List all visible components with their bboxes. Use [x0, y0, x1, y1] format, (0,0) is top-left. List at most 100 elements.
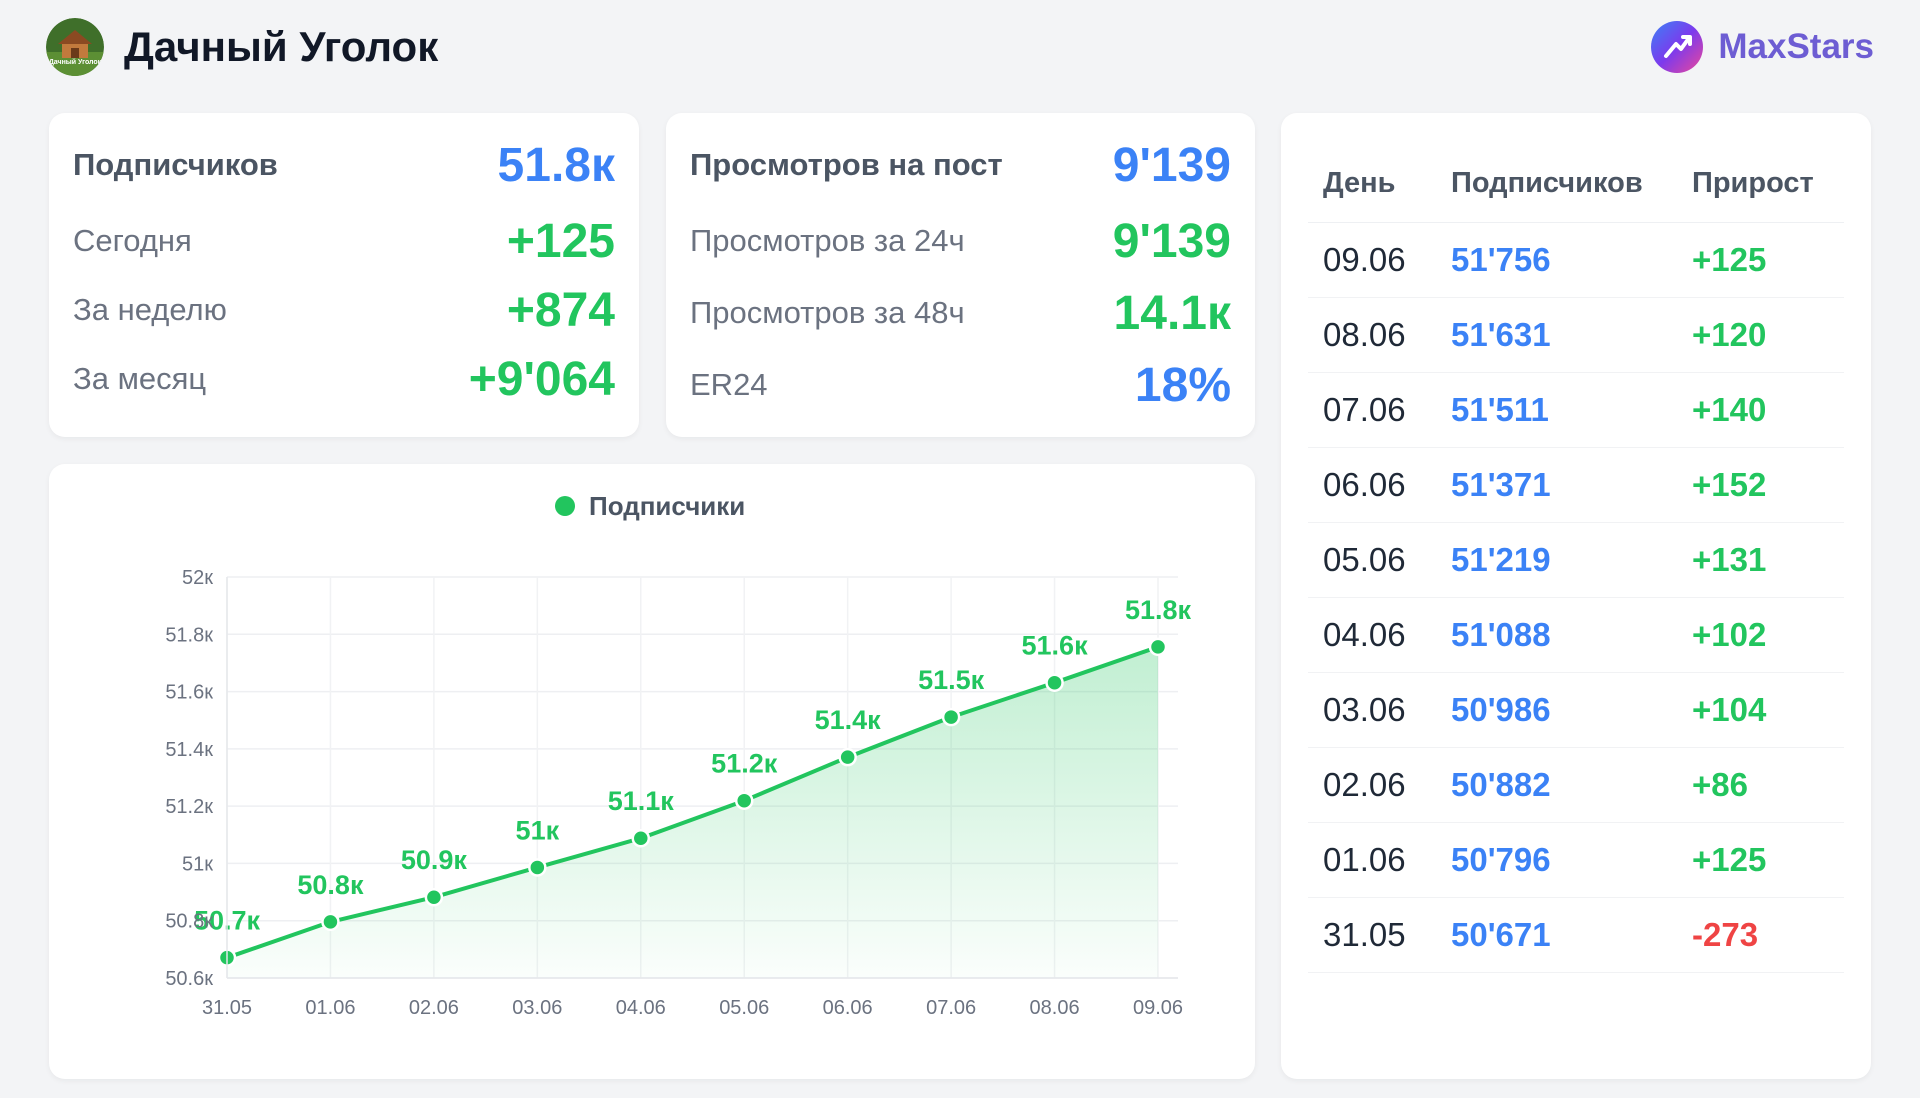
- chart-legend[interactable]: Подписчики: [555, 491, 745, 521]
- cell-subscribers: 51'088: [1451, 616, 1551, 653]
- cell-growth: +125: [1692, 841, 1767, 878]
- y-tick-label: 51.8к: [165, 624, 213, 646]
- data-label: 51.4к: [815, 705, 882, 735]
- data-point[interactable]: [528, 858, 547, 877]
- chart-area: [227, 646, 1158, 978]
- er24-row: ER24 18%: [690, 355, 1231, 415]
- subscribers-card: Подписчиков 51.8к Сегодня +125 За неделю…: [49, 113, 639, 437]
- data-label: 51.2к: [711, 749, 778, 779]
- cell-subscribers: 51'219: [1451, 541, 1551, 578]
- data-point[interactable]: [631, 828, 651, 848]
- y-tick-label: 50.8к: [165, 911, 213, 933]
- table-row: 31.05 50'671 -273: [1308, 898, 1844, 973]
- views-48h-value: 14.1к: [1113, 286, 1231, 340]
- table-row: 04.06 51'088 +102: [1308, 598, 1844, 673]
- legend-label: Подписчики: [589, 491, 745, 521]
- data-label: 51.6к: [1022, 631, 1089, 661]
- subscribers-month-row: За месяц +9'064: [73, 349, 615, 409]
- cell-growth: +104: [1692, 691, 1767, 728]
- y-tick-label: 51.4к: [165, 739, 213, 761]
- table-row: 08.06 51'631 +120: [1308, 298, 1844, 373]
- table-row: 03.06 50'986 +104: [1308, 673, 1844, 748]
- column-header-day: День: [1323, 167, 1396, 199]
- table-header: День Подписчиков Прирост: [1308, 153, 1844, 223]
- series-area-fill: [227, 646, 1158, 978]
- cell-growth: +102: [1692, 616, 1767, 653]
- cell-day: 06.06: [1323, 466, 1406, 503]
- cell-day: 01.06: [1323, 841, 1406, 878]
- chart-data-labels: 50.7к50.8к50.9к51к51.1к51.2к51.4к51.5к51…: [194, 595, 1192, 936]
- data-point[interactable]: [734, 791, 754, 810]
- subscribers-week-value: +874: [506, 283, 615, 337]
- data-label: 50.9к: [401, 845, 468, 875]
- x-tick-label: 03.06: [512, 997, 562, 1019]
- channel-logo-text: Дачный Уголок: [49, 58, 102, 66]
- views-48h-row: Просмотров за 48ч 14.1к: [690, 283, 1231, 343]
- x-tick-label: 08.06: [1030, 997, 1080, 1019]
- data-label: 51.8к: [1125, 595, 1192, 625]
- subscribers-month-value: +9'064: [468, 352, 615, 406]
- x-tick-label: 04.06: [616, 997, 666, 1019]
- subscribers-total-value: 51.8к: [497, 138, 615, 192]
- subscribers-week-label: За неделю: [73, 292, 227, 327]
- subscribers-today-row: Сегодня +125: [73, 211, 615, 271]
- subscribers-chart: 50.7к50.8к50.9к51к51.1к51.2к51.4к51.5к51…: [165, 491, 1192, 1019]
- chart-points: [217, 637, 1168, 967]
- header: Дачный Уголок Дачный Уголок MaxStars: [46, 18, 1874, 76]
- x-tick-label: 07.06: [926, 997, 976, 1019]
- cell-subscribers: 50'986: [1451, 691, 1551, 728]
- table-row: 02.06 50'882 +86: [1308, 748, 1844, 823]
- y-tick-label: 52к: [182, 567, 213, 589]
- subscribers-total-row: Подписчиков 51.8к: [73, 135, 615, 195]
- table-row: 01.06 50'796 +125: [1308, 823, 1844, 898]
- cell-subscribers: 51'371: [1451, 466, 1551, 503]
- channel-avatar: Дачный Уголок: [46, 18, 104, 76]
- data-point[interactable]: [838, 747, 857, 767]
- subscribers-month-label: За месяц: [73, 361, 207, 396]
- data-point[interactable]: [1045, 673, 1064, 692]
- cell-day: 03.06: [1323, 691, 1406, 728]
- data-point[interactable]: [424, 887, 444, 907]
- data-point[interactable]: [321, 912, 340, 932]
- x-tick-label: 09.06: [1133, 997, 1183, 1019]
- data-label: 51к: [516, 815, 560, 845]
- legend-marker: [555, 496, 575, 516]
- table-row: 06.06 51'371 +152: [1308, 448, 1844, 523]
- chart-line: [226, 645, 1159, 960]
- cell-subscribers: 51'631: [1451, 316, 1551, 353]
- cell-subscribers: 51'511: [1451, 391, 1549, 428]
- cell-subscribers: 50'882: [1451, 766, 1551, 803]
- data-label: 51.5к: [918, 665, 985, 695]
- data-point[interactable]: [941, 707, 961, 727]
- subscribers-today-label: Сегодня: [73, 223, 192, 258]
- subscribers-chart-card: 50.7к 50.8к 50.9к 51к 51.1к 51.2к 51.4к 51.5к 51…: [49, 464, 1255, 1079]
- brand-name: MaxStars: [1718, 27, 1874, 66]
- y-tick-label: 50.6к: [165, 968, 213, 990]
- data-label: 51.1к: [608, 786, 675, 816]
- cell-growth: +86: [1692, 766, 1748, 803]
- y-tick-label: 51к: [182, 853, 213, 875]
- x-tick-label: 31.05: [202, 997, 252, 1019]
- brand[interactable]: MaxStars: [1650, 20, 1874, 74]
- views-48h-label: Просмотров за 48ч: [690, 295, 965, 330]
- channel-title: Дачный Уголок: [124, 23, 439, 70]
- cell-subscribers: 50'796: [1451, 841, 1551, 878]
- cell-day: 09.06: [1323, 241, 1406, 278]
- views-24h-value: 9'139: [1112, 214, 1231, 268]
- cell-day: 04.06: [1323, 616, 1406, 653]
- column-header-subscribers: Подписчиков: [1451, 167, 1643, 199]
- data-point[interactable]: [1148, 637, 1168, 657]
- cell-growth: +152: [1692, 466, 1767, 503]
- er24-label: ER24: [690, 367, 768, 402]
- table-row: 07.06 51'511 +140: [1308, 373, 1844, 448]
- er24-value: 18%: [1134, 358, 1231, 412]
- views-per-post-label: Просмотров на пост: [690, 147, 1003, 182]
- x-tick-label: 01.06: [305, 997, 355, 1019]
- cell-day: 31.05: [1323, 916, 1406, 953]
- table-row: 09.06 51'756 +125: [1308, 223, 1844, 298]
- data-label: 50.8к: [297, 870, 364, 900]
- cell-day: 08.06: [1323, 316, 1406, 353]
- cell-growth: +131: [1692, 541, 1767, 578]
- cell-growth: +125: [1692, 241, 1767, 278]
- views-per-post-value: 9'139: [1112, 138, 1231, 192]
